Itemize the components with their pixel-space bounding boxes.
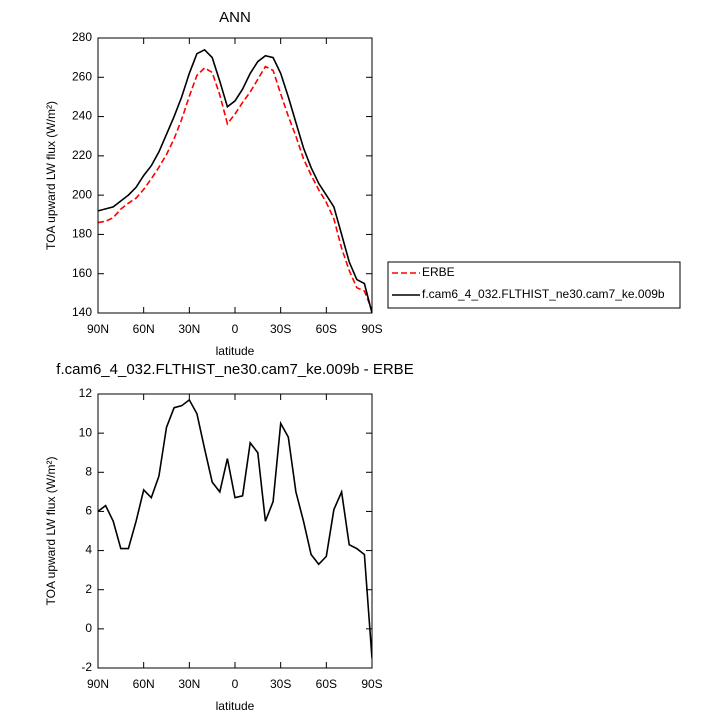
plot-frame (97, 37, 373, 314)
y-tick-label: 0 (85, 621, 92, 635)
x-tick-label: 90N (87, 677, 109, 691)
series-line (98, 48, 372, 313)
x-tick-label: 90S (361, 322, 382, 336)
plot-frame (97, 393, 373, 669)
legend-label: ERBE (422, 265, 455, 279)
legend-box (387, 261, 681, 309)
y-tick-label: 4 (85, 543, 92, 557)
y-tick-label: 2 (85, 582, 92, 596)
y-tick-label: 280 (72, 30, 92, 44)
y-tick-label: 10 (79, 425, 93, 439)
x-tick-label: 90S (361, 677, 382, 691)
y-tick-label: 8 (85, 464, 92, 478)
y-tick-label: 200 (72, 187, 92, 201)
y-tick-label: 6 (85, 504, 92, 518)
y-axis-label: TOA upward LW flux (W/m²) (44, 457, 58, 606)
y-tick-label: -2 (81, 660, 92, 674)
x-tick-label: 30N (178, 677, 200, 691)
x-tick-label: 90N (87, 322, 109, 336)
y-tick-label: 260 (72, 69, 92, 83)
y-tick-label: 220 (72, 148, 92, 162)
y-axis-label: TOA upward LW flux (W/m²) (44, 101, 58, 250)
x-tick-label: 60S (316, 677, 337, 691)
x-tick-label: 30N (178, 322, 200, 336)
y-tick-label: 140 (72, 305, 92, 319)
x-tick-label: 0 (232, 677, 239, 691)
x-tick-label: 60S (316, 322, 337, 336)
chart-title: ANN (219, 9, 251, 26)
series-line (98, 65, 372, 311)
x-tick-label: 0 (232, 322, 239, 336)
legend-label: f.cam6_4_032.FLTHIST_ne30.cam7_ke.009b (422, 287, 665, 301)
y-tick-label: 180 (72, 227, 92, 241)
x-tick-label: 30S (270, 677, 291, 691)
y-tick-label: 240 (72, 109, 92, 123)
x-axis-label: latitude (216, 344, 255, 358)
x-axis-label: latitude (216, 699, 255, 713)
x-tick-label: 30S (270, 322, 291, 336)
y-tick-label: 160 (72, 266, 92, 280)
y-tick-label: 12 (79, 386, 93, 400)
x-tick-label: 60N (133, 677, 155, 691)
chart-title: f.cam6_4_032.FLTHIST_ne30.cam7_ke.009b -… (56, 361, 413, 378)
series-line (98, 398, 372, 659)
x-tick-label: 60N (133, 322, 155, 336)
